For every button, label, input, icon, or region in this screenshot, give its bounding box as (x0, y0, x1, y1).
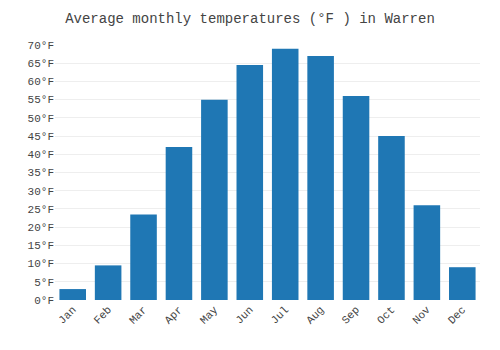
svg-text:20°F: 20°F (28, 222, 54, 234)
svg-text:5°F: 5°F (34, 277, 54, 289)
svg-text:65°F: 65°F (28, 58, 54, 70)
svg-text:Aug: Aug (304, 304, 326, 326)
svg-text:30°F: 30°F (28, 186, 54, 198)
svg-text:Jan: Jan (56, 304, 78, 326)
svg-text:Mar: Mar (127, 304, 149, 326)
svg-text:55°F: 55°F (28, 94, 54, 106)
svg-text:10°F: 10°F (28, 258, 54, 270)
svg-text:Jun: Jun (233, 304, 255, 326)
svg-text:70°F: 70°F (28, 40, 54, 52)
svg-text:Sep: Sep (340, 304, 362, 326)
svg-text:45°F: 45°F (28, 131, 54, 143)
svg-text:Dec: Dec (446, 304, 468, 326)
svg-text:0°F: 0°F (34, 295, 54, 307)
svg-text:Apr: Apr (162, 304, 184, 326)
svg-text:Oct: Oct (375, 304, 397, 326)
svg-text:Nov: Nov (410, 304, 433, 327)
svg-text:35°F: 35°F (28, 167, 54, 179)
svg-text:Average monthly temperatures (: Average monthly temperatures (°F ) in Wa… (65, 11, 435, 27)
svg-text:50°F: 50°F (28, 113, 54, 125)
svg-text:15°F: 15°F (28, 240, 54, 252)
svg-text:Jul: Jul (269, 304, 291, 326)
svg-text:Feb: Feb (92, 304, 114, 326)
svg-text:25°F: 25°F (28, 204, 54, 216)
svg-text:40°F: 40°F (28, 149, 54, 161)
svg-text:May: May (198, 304, 221, 327)
svg-text:60°F: 60°F (28, 76, 54, 88)
